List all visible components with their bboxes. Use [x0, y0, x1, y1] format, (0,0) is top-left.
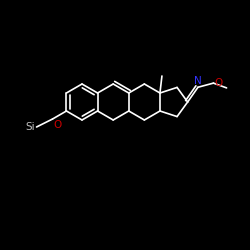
Text: N: N [194, 76, 202, 86]
Text: Si: Si [25, 122, 34, 132]
Text: O: O [54, 120, 62, 130]
Text: O: O [214, 78, 223, 88]
